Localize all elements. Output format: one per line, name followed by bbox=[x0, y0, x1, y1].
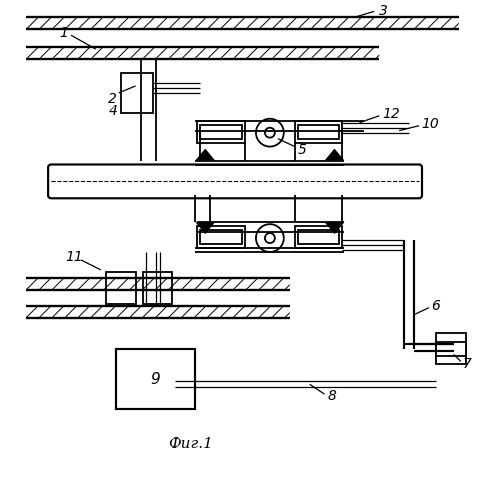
Text: 2: 2 bbox=[108, 92, 117, 106]
Text: 10: 10 bbox=[421, 116, 439, 130]
Text: 5: 5 bbox=[298, 142, 307, 156]
Text: 11: 11 bbox=[65, 250, 83, 264]
Polygon shape bbox=[195, 222, 215, 234]
Bar bbox=[121, 73, 152, 113]
Text: 9: 9 bbox=[151, 372, 160, 387]
Text: 7: 7 bbox=[463, 358, 472, 372]
Bar bbox=[116, 350, 195, 409]
Bar bbox=[197, 226, 245, 248]
Text: 6: 6 bbox=[431, 298, 440, 312]
Polygon shape bbox=[195, 148, 215, 160]
Text: 8: 8 bbox=[327, 389, 336, 403]
Text: 4: 4 bbox=[108, 104, 117, 118]
Text: 12: 12 bbox=[382, 107, 400, 121]
FancyBboxPatch shape bbox=[48, 164, 422, 198]
Bar bbox=[436, 342, 466, 356]
Bar bbox=[106, 272, 136, 304]
Polygon shape bbox=[324, 222, 345, 234]
Bar bbox=[298, 124, 340, 138]
Text: Фиг.1: Фиг.1 bbox=[168, 437, 213, 451]
Bar bbox=[295, 120, 343, 142]
Polygon shape bbox=[324, 148, 345, 160]
Bar bbox=[298, 230, 340, 244]
Bar bbox=[295, 226, 343, 248]
Bar bbox=[436, 332, 466, 364]
Text: 1: 1 bbox=[60, 26, 69, 40]
Bar bbox=[142, 272, 173, 304]
Bar bbox=[200, 230, 242, 244]
Text: 3: 3 bbox=[379, 4, 388, 18]
Bar bbox=[200, 124, 242, 138]
Bar bbox=[197, 120, 245, 142]
